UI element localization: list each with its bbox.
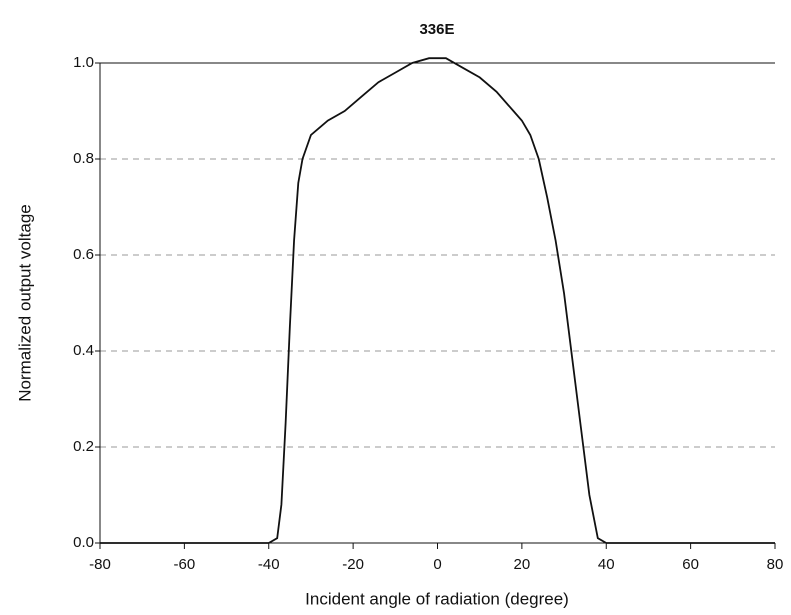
- y-tick-label: 0.4: [73, 342, 94, 359]
- y-tick-label: 0.6: [73, 246, 94, 263]
- x-tick-label: 80: [767, 556, 784, 573]
- x-tick-label: -20: [342, 556, 364, 573]
- x-tick-label: 60: [682, 556, 699, 573]
- x-tick-label: -80: [89, 556, 111, 573]
- y-tick-label: 0.8: [73, 150, 94, 167]
- x-tick-label: -40: [258, 556, 280, 573]
- y-axis-label: Normalized output voltage: [15, 204, 34, 402]
- x-tick-label: 20: [514, 556, 531, 573]
- y-tick-label: 0.0: [73, 534, 94, 551]
- x-tick-label: 0: [433, 556, 441, 573]
- y-tick-label: 0.2: [73, 438, 94, 455]
- y-tick-label: 1.0: [73, 54, 94, 71]
- chart-title: 336E: [419, 21, 454, 38]
- x-tick-label: 40: [598, 556, 615, 573]
- data-line: [100, 57, 775, 544]
- x-axis-label: Incident angle of radiation (degree): [305, 589, 569, 608]
- x-tick-label: -60: [174, 556, 196, 573]
